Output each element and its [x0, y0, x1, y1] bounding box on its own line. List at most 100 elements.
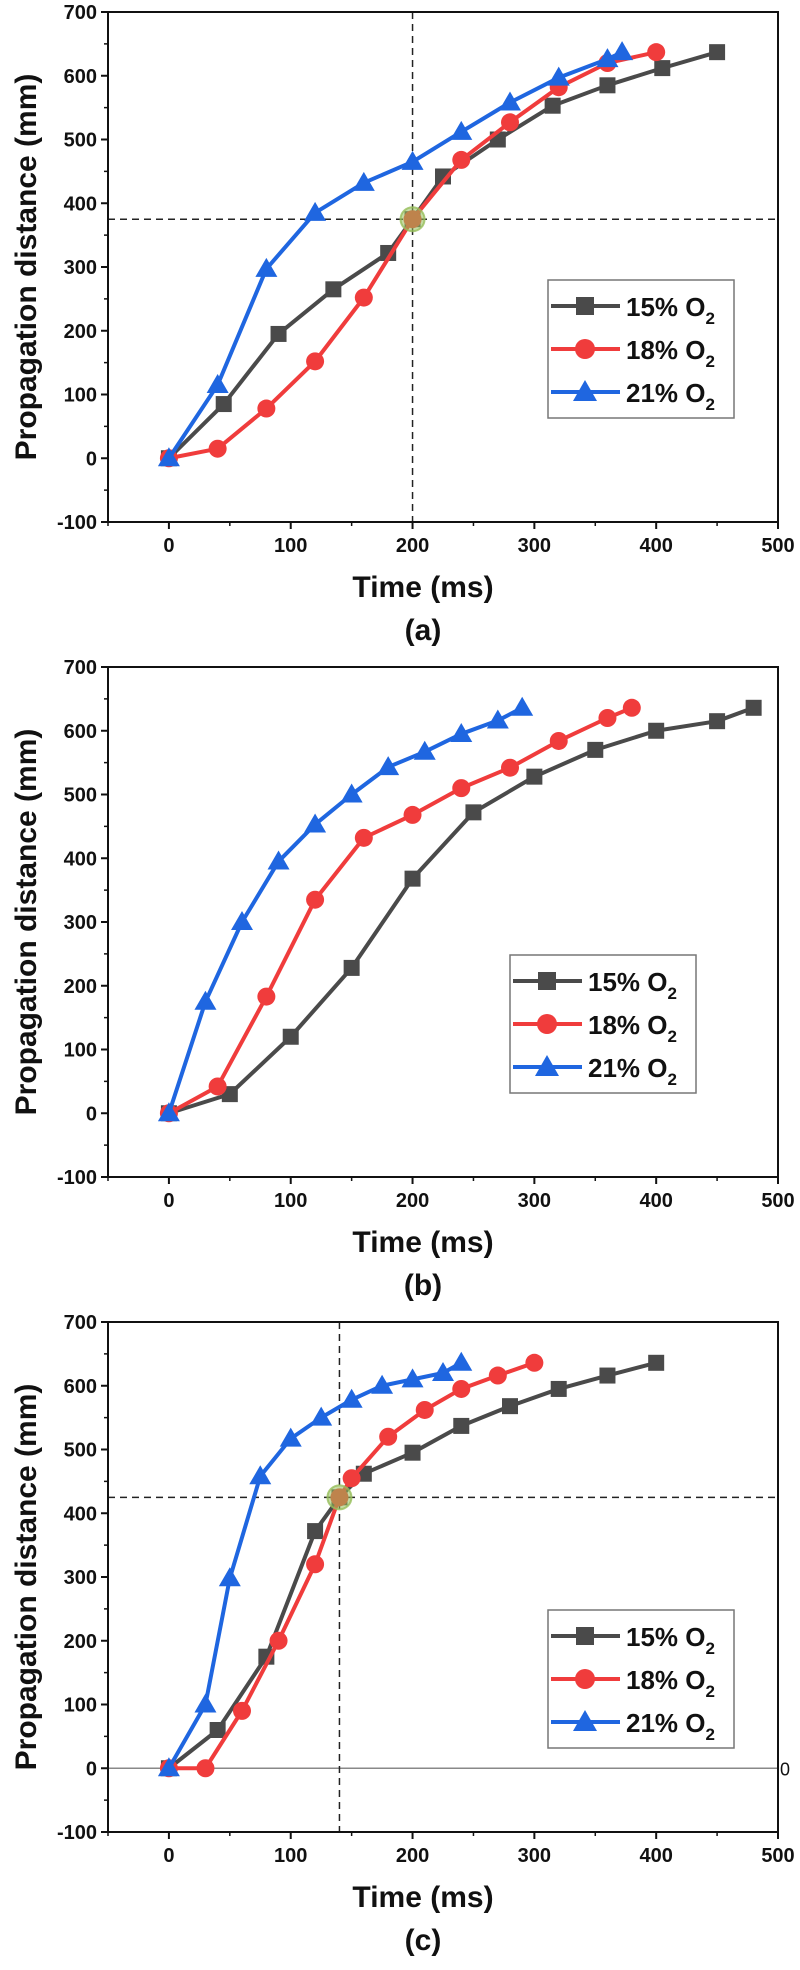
series-line: [167, 706, 524, 1114]
series-line: [167, 1360, 657, 1770]
legend-label-text: 15% O: [626, 292, 706, 322]
x-tick-label: 400: [639, 535, 672, 557]
data-point: [550, 1380, 567, 1397]
data-point: [654, 60, 671, 77]
data-point: [401, 1368, 424, 1388]
series-triangle: [157, 696, 534, 1122]
data-point: [209, 1722, 226, 1738]
x-tick-label: 200: [396, 1190, 429, 1212]
data-point: [196, 1759, 215, 1778]
data-point: [257, 987, 276, 1006]
legend-label-subscript: 2: [706, 1639, 715, 1658]
legend-item: 15% O2: [551, 292, 715, 328]
data-point: [342, 1469, 361, 1488]
legend-label-subscript: 2: [668, 1027, 677, 1046]
legend-marker-circle-icon: [537, 1014, 557, 1034]
data-point: [354, 288, 373, 307]
y-tick-label: 0: [86, 1103, 97, 1125]
legend-item: 18% O2: [551, 335, 715, 371]
legend-marker-circle-icon: [575, 339, 595, 359]
data-point: [255, 257, 278, 277]
data-point: [194, 990, 217, 1010]
data-point: [599, 1367, 616, 1384]
data-point: [547, 66, 570, 86]
x-axis-label: Time (ms): [352, 571, 493, 604]
data-point: [502, 1398, 518, 1415]
legend-label-subscript: 2: [706, 1725, 715, 1744]
y-tick-label: 0: [86, 448, 97, 470]
data-point: [306, 890, 325, 909]
y-tick-label: 500: [64, 130, 97, 152]
data-point: [544, 97, 561, 114]
data-point: [486, 709, 509, 729]
data-point: [249, 1465, 272, 1485]
x-axis-label: Time (ms): [352, 1881, 493, 1914]
legend-label-subscript: 2: [706, 395, 715, 414]
legend-item: 18% O2: [513, 1010, 677, 1046]
y-tick-label: 600: [64, 66, 97, 88]
data-point: [404, 1444, 421, 1461]
data-point: [379, 1427, 398, 1446]
x-tick-label: 100: [274, 1190, 307, 1212]
legend-item: 21% O2: [551, 1708, 715, 1744]
legend-marker-square-icon: [576, 1627, 594, 1645]
legend-label: 15% O2: [588, 967, 677, 1003]
y-tick-label: 700: [64, 657, 97, 679]
chart-panel-c: 0 -100 0 100 200 300 400 500 600 700 0 100 200 300 400…: [0, 1310, 800, 1965]
data-point: [306, 1555, 325, 1574]
data-point: [157, 447, 180, 467]
data-point: [452, 1379, 471, 1398]
legend-label-text: 18% O: [588, 1010, 668, 1040]
y-tick-label: 500: [64, 785, 97, 807]
data-point: [269, 1631, 288, 1650]
data-point: [501, 758, 519, 777]
data-point: [501, 113, 519, 132]
y-tick-label: 100: [64, 385, 97, 407]
x-tick-label: 400: [639, 1845, 672, 1867]
series-triangle: [157, 1351, 473, 1777]
legend-label: 15% O2: [626, 292, 715, 328]
legend-label-subscript: 2: [668, 984, 677, 1003]
data-point: [215, 396, 232, 413]
y-tick-label: 400: [64, 848, 97, 870]
data-point: [709, 713, 726, 730]
x-tick-label: 200: [396, 1845, 429, 1867]
x-tick-label: 0: [163, 1845, 174, 1867]
x-tick-label: 500: [761, 1845, 794, 1867]
data-point: [340, 1388, 363, 1408]
x-tick-label: 0: [163, 1190, 174, 1212]
panel-label: (b): [404, 1269, 442, 1302]
legend-label-text: 18% O: [626, 335, 706, 365]
data-point: [208, 1077, 227, 1096]
x-tick-label: 500: [761, 535, 794, 557]
data-point: [218, 1567, 241, 1587]
y-axis-label: Propagation distance (mm): [10, 1384, 43, 1771]
legend-label-subscript: 2: [706, 1682, 715, 1701]
chart-svg: -100 0 100 200 300 400 500 600 700 0 100 200 300 400 5…: [10, 2, 795, 647]
data-point: [709, 44, 726, 61]
data-point: [525, 1353, 544, 1372]
legend-label: 18% O2: [626, 1665, 715, 1701]
data-point: [354, 828, 373, 847]
legend-label-text: 15% O: [626, 1622, 706, 1652]
chart-svg: -100 0 100 200 300 400 500 600 700 0 100 200 300 400 5…: [10, 657, 795, 1302]
x-tick-label: 300: [518, 535, 551, 557]
data-point: [270, 325, 287, 342]
data-point: [435, 168, 451, 185]
legend-label-subscript: 2: [706, 352, 715, 371]
y-tick-label: -100: [57, 1167, 97, 1189]
panel-label: (a): [405, 614, 442, 647]
data-point: [452, 150, 471, 169]
x-tick-label: 400: [639, 1190, 672, 1212]
legend-label: 21% O2: [626, 378, 715, 414]
y-tick-label: 300: [64, 912, 97, 934]
x-tick-label: 0: [163, 535, 174, 557]
data-point: [596, 48, 619, 68]
y-axis-label: Propagation distance (mm): [10, 729, 43, 1116]
data-point: [622, 698, 641, 717]
legend-label: 18% O2: [588, 1010, 677, 1046]
data-point: [648, 1354, 665, 1371]
y-tick-label: 700: [64, 2, 97, 24]
data-point: [306, 352, 325, 371]
